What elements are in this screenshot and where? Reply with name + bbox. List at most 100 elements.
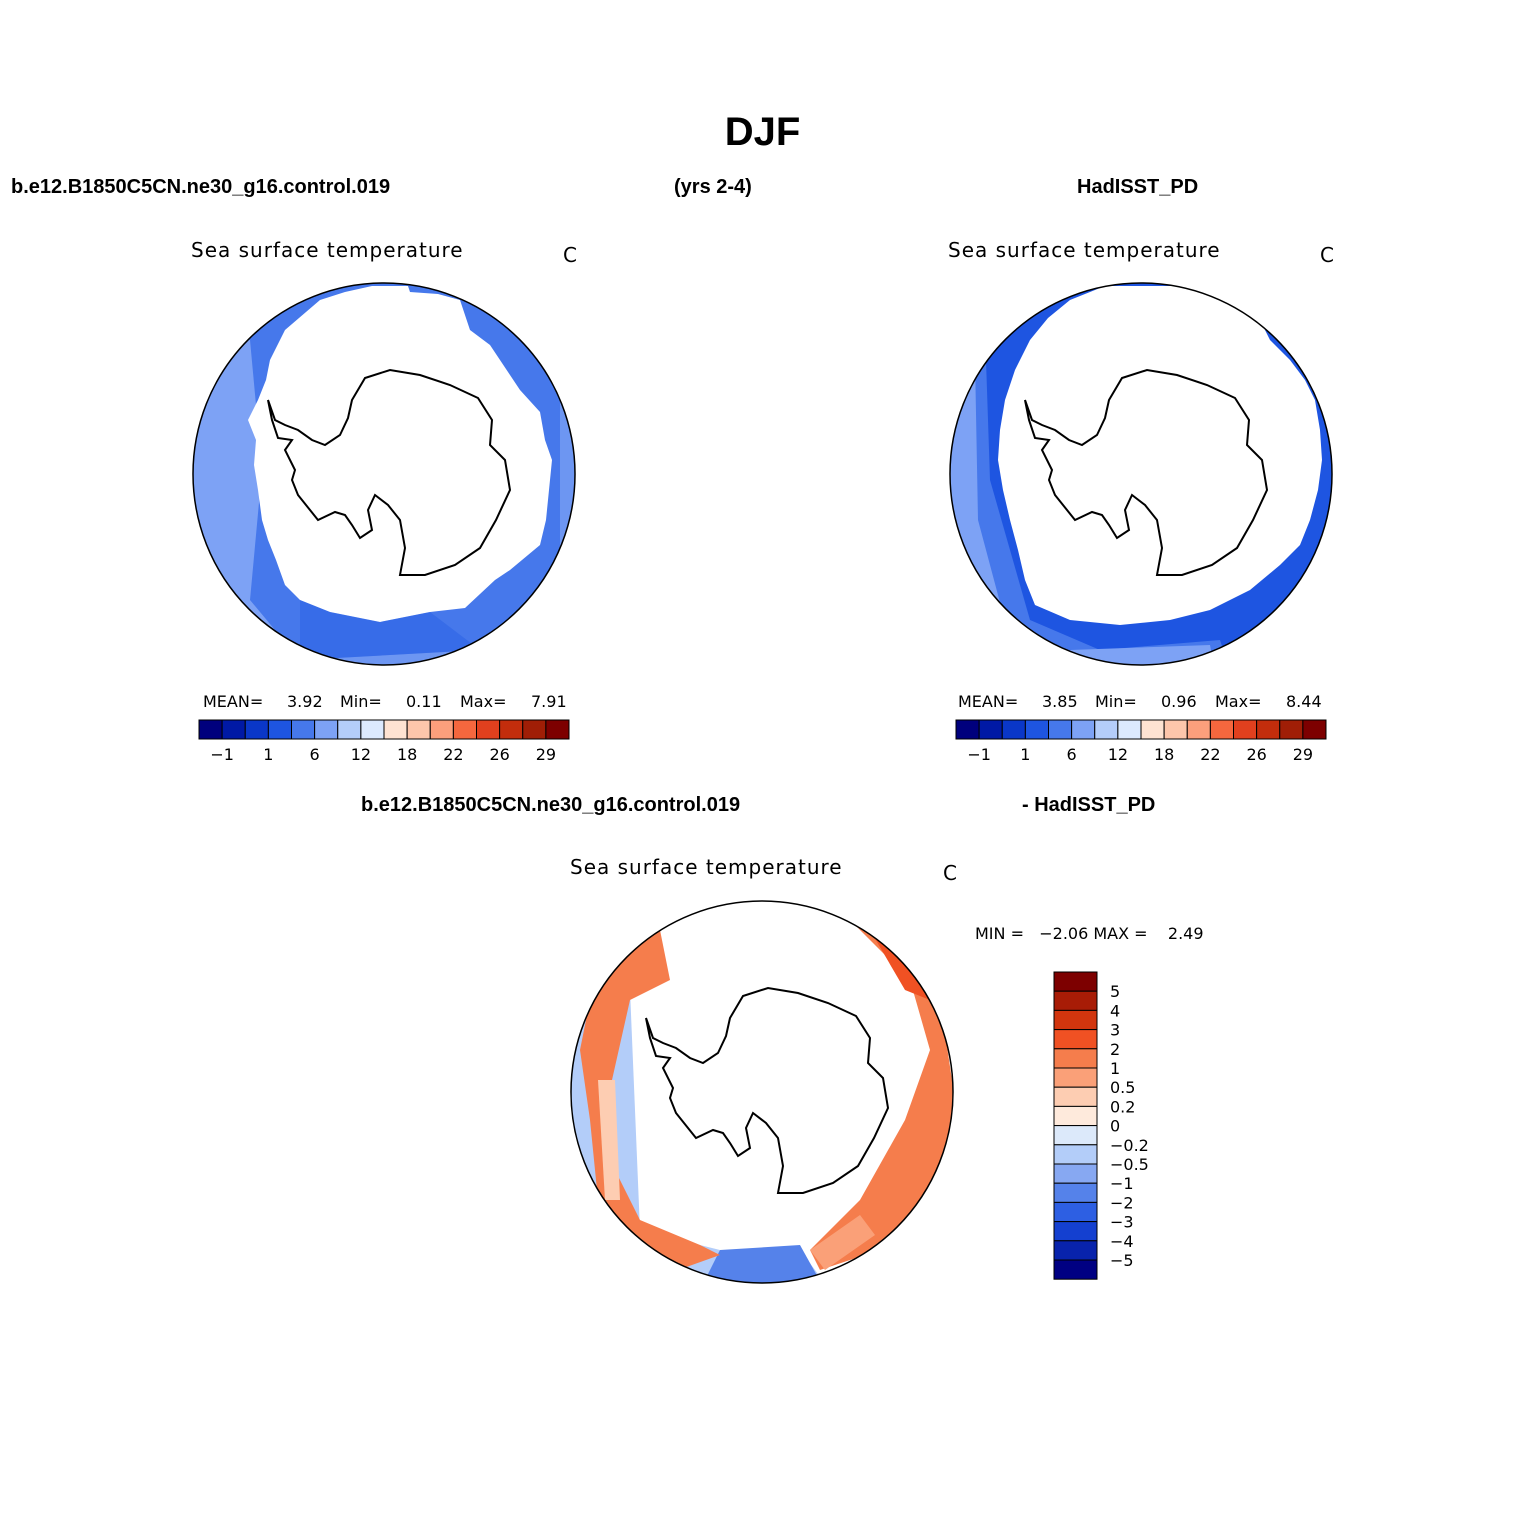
diff-colorbar-tick-label: 0 — [1110, 1117, 1120, 1136]
diff-case-label: b.e12.B1850C5CN.ne30_g16.control.019 — [361, 794, 741, 816]
diff-colorbar-color-box — [1053, 1259, 1098, 1280]
obs-panel-title: Sea surface temperature — [948, 238, 1221, 262]
obs-colorbar-tick-label: 29 — [1293, 745, 1313, 764]
obs-colorbar-color-box — [1071, 719, 1096, 740]
obs-colorbar-color-box — [1001, 719, 1026, 740]
diff-colorbar-tick-label: −4 — [1110, 1232, 1134, 1251]
diff-colorbar-tick-label: 0.2 — [1110, 1097, 1135, 1116]
obs-colorbar-color-box — [1048, 719, 1073, 740]
obs-colorbar-color-box — [978, 719, 1003, 740]
diff-colorbar-color-box — [1053, 1240, 1098, 1261]
model-colorbar-color-box — [337, 719, 362, 740]
diff-colorbar-tick-label: 4 — [1110, 1001, 1120, 1020]
diff-colorbar-color-box — [1053, 1221, 1098, 1242]
obs-colorbar-color-box — [1117, 719, 1142, 740]
diff-colorbar-color-box — [1053, 1048, 1098, 1069]
obs-colorbar-color-box — [1094, 719, 1119, 740]
obs-name-label: HadISST_PD — [1077, 176, 1199, 198]
obs-colorbar-color-box — [1163, 719, 1188, 740]
obs-colorbar-tick-label: −1 — [967, 745, 991, 764]
diff-colorbar-color-box — [1053, 1067, 1098, 1088]
diff-colorbar-tick-label: 2 — [1110, 1040, 1120, 1059]
obs-colorbar: −1 1 6 12 18 22 26 29 — [955, 719, 1327, 764]
obs-colorbar-tick-label: 1 — [1020, 745, 1030, 764]
obs-colorbar-color-box — [1302, 719, 1327, 740]
model-colorbar-color-box — [452, 719, 477, 740]
obs-colorbar-tick-label: 12 — [1108, 745, 1128, 764]
obs-mean-label: MEAN= — [958, 692, 1019, 711]
model-max-value: 7.91 — [531, 692, 567, 711]
diff-colorbar-tick-label: −3 — [1110, 1213, 1134, 1232]
obs-colorbar-tick-label: 22 — [1200, 745, 1220, 764]
obs-colorbar-color-box — [1140, 719, 1165, 740]
years-label: (yrs 2-4) — [674, 176, 752, 198]
model-mean-value: 3.92 — [287, 692, 323, 711]
diff-colorbar-color-box — [1053, 990, 1098, 1011]
model-colorbar-tick-label: 18 — [397, 745, 417, 764]
model-colorbar-color-box — [221, 719, 246, 740]
model-colorbar-tick-label: 26 — [489, 745, 509, 764]
obs-colorbar-color-box — [1256, 719, 1281, 740]
diff-colorbar-tick-label: 3 — [1110, 1021, 1120, 1040]
diff-obs-label: - HadISST_PD — [1022, 794, 1156, 816]
diff-colorbar-tick-label: 5 — [1110, 982, 1120, 1001]
diff-colorbar-tick-label: −0.2 — [1110, 1136, 1149, 1155]
diff-colorbar-color-box — [1053, 971, 1098, 992]
obs-colorbar-color-box — [1209, 719, 1234, 740]
model-colorbar-tick-label: 22 — [443, 745, 463, 764]
model-colorbar-tick-label: 12 — [351, 745, 371, 764]
diff-colorbar-tick-label: −1 — [1110, 1174, 1134, 1193]
model-colorbar-color-box — [267, 719, 292, 740]
diff-colorbar-color-box — [1053, 1086, 1098, 1107]
model-colorbar-tick-label: −1 — [210, 745, 234, 764]
model-colorbar-color-box — [429, 719, 454, 740]
model-colorbar-tick-label: 29 — [536, 745, 556, 764]
diff-colorbar-color-box — [1053, 1144, 1098, 1165]
model-colorbar-color-box — [244, 719, 269, 740]
model-panel-title: Sea surface temperature — [191, 238, 464, 262]
model-colorbar: −1 1 6 12 18 22 26 29 — [198, 719, 570, 764]
diff-panel-units: C — [943, 861, 957, 885]
obs-colorbar-tick-label: 18 — [1154, 745, 1174, 764]
obs-colorbar-color-box — [1279, 719, 1304, 740]
model-colorbar-tick-label: 1 — [263, 745, 273, 764]
diff-colorbar-color-box — [1053, 1201, 1098, 1223]
obs-mean-value: 3.85 — [1042, 692, 1078, 711]
model-colorbar-color-box — [476, 719, 501, 740]
diff-colorbar-color-box — [1053, 1029, 1098, 1050]
diff-colorbar-tick-label: −2 — [1110, 1193, 1134, 1212]
diff-colorbar-tick-label: 1 — [1110, 1059, 1120, 1078]
obs-min-label: Min= — [1095, 692, 1137, 711]
diff-colorbar-color-box — [1053, 1163, 1098, 1184]
obs-panel-units: C — [1320, 243, 1334, 267]
diff-colorbar-tick-label: −5 — [1110, 1251, 1134, 1270]
model-panel-units: C — [563, 243, 577, 267]
model-colorbar-tick-label: 6 — [310, 745, 320, 764]
diff-colorbar-color-box — [1053, 1182, 1098, 1203]
model-colorbar-color-box — [545, 719, 570, 740]
model-colorbar-color-box — [314, 719, 339, 740]
diff-colorbar-tick-label: −0.5 — [1110, 1155, 1149, 1174]
diff-panel-title: Sea surface temperature — [570, 855, 843, 879]
diff-colorbar-tick-label: 0.5 — [1110, 1078, 1135, 1097]
model-colorbar-color-box — [383, 719, 408, 740]
model-colorbar-color-box — [406, 719, 431, 740]
obs-sst-map — [949, 282, 1333, 666]
obs-min-value: 0.96 — [1161, 692, 1197, 711]
obs-colorbar-color-box — [955, 719, 980, 740]
diff-sst-map — [570, 900, 954, 1284]
diff-colorbar-color-box — [1053, 1125, 1098, 1146]
diff-colorbar-color-box — [1053, 1105, 1098, 1127]
obs-colorbar-color-box — [1024, 719, 1049, 740]
obs-colorbar-tick-label: 26 — [1246, 745, 1266, 764]
obs-colorbar-tick-label: 6 — [1067, 745, 1077, 764]
model-min-value: 0.11 — [406, 692, 442, 711]
diff-colorbar-color-box — [1053, 1009, 1098, 1031]
obs-colorbar-color-box — [1186, 719, 1211, 740]
model-colorbar-color-box — [522, 719, 547, 740]
model-sst-map — [192, 282, 576, 666]
case-name-label: b.e12.B1850C5CN.ne30_g16.control.019 — [11, 176, 391, 198]
obs-colorbar-color-box — [1233, 719, 1258, 740]
